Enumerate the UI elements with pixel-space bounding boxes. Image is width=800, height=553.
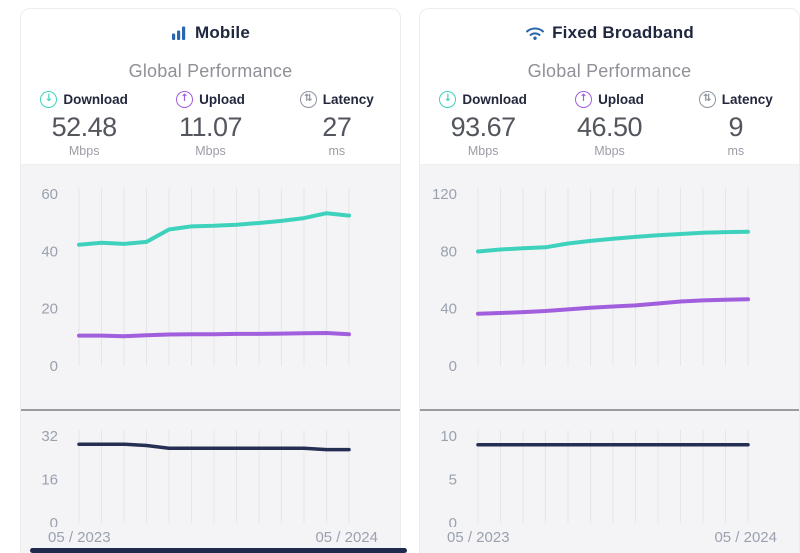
upload-icon: ↑ (176, 90, 194, 108)
download-icon: ↓ (40, 90, 58, 108)
download-line (77, 211, 351, 247)
y-tick-label: 32 (41, 428, 58, 445)
y-tick-label: 20 (41, 301, 58, 318)
upload-label: Upload (199, 91, 245, 107)
mobile-speed-chart[interactable]: 60 40 20 0 (21, 167, 400, 401)
wifi-icon (525, 25, 545, 41)
upload-icon: ↑ (575, 90, 593, 108)
y-tick-label: 80 (440, 243, 457, 260)
mobile-card: Mobile Global Performance ↓ Download 52.… (20, 8, 401, 553)
upload-value: 11.07 (178, 112, 243, 142)
y-tick-label: 0 (50, 358, 58, 375)
fixed-broadband-card-header: Fixed Broadband Global Performance ↓ Dow… (420, 9, 799, 165)
download-icon: ↓ (439, 90, 457, 108)
chart-divider (21, 409, 400, 411)
download-metric: ↓ Download 52.48 Mbps (21, 90, 147, 158)
metrics-row: ↓ Download 93.67 Mbps ↑ Upload 46.50 Mbp… (420, 90, 799, 158)
latency-unit: ms (727, 144, 745, 158)
y-tick-label: 10 (440, 428, 457, 445)
download-unit: Mbps (467, 144, 499, 158)
latency-value: 27 (322, 112, 352, 142)
upload-line (77, 331, 351, 339)
upload-label: Upload (598, 91, 644, 107)
mobile-card-title: Mobile (21, 21, 400, 45)
y-tick-label: 40 (41, 243, 58, 260)
y-tick-label: 0 (449, 515, 457, 527)
x-axis-end-label: 05 / 2024 (315, 528, 378, 546)
fixed-broadband-card: Fixed Broadband Global Performance ↓ Dow… (419, 8, 800, 553)
card-title-text: Mobile (194, 23, 251, 42)
download-metric: ↓ Download 93.67 Mbps (420, 90, 546, 158)
mobile-chart-area: 60 40 20 0 32 16 0 05 / 2023 05 / 2024 (21, 167, 400, 547)
upload-unit: Mbps (594, 144, 625, 158)
y-tick-label: 16 (41, 472, 58, 489)
mobile-latency-chart[interactable]: 32 16 0 (21, 411, 400, 527)
y-tick-label: 120 (432, 186, 457, 203)
fixed-broadband-speed-chart[interactable]: 120 80 40 0 (420, 167, 799, 401)
upload-value: 46.50 (576, 112, 643, 142)
x-axis-start-label: 05 / 2023 (447, 528, 510, 546)
global-performance-heading: Global Performance (527, 61, 692, 81)
y-tick-label: 0 (50, 515, 58, 527)
chart-canvas: 10 5 0 (440, 428, 750, 527)
global-performance-heading: Global Performance (128, 61, 293, 81)
latency-icon: ⇅ (299, 90, 317, 108)
upload-unit: Mbps (195, 144, 226, 158)
chart-canvas: 32 16 0 (41, 428, 351, 527)
latency-unit: ms (328, 144, 346, 158)
download-label: Download (462, 91, 527, 107)
y-tick-label: 5 (449, 472, 457, 489)
latency-label: Latency (322, 91, 374, 107)
fixed-broadband-card-title: Fixed Broadband (420, 21, 799, 45)
download-unit: Mbps (68, 144, 100, 158)
x-axis-labels: 05 / 2023 05 / 2024 (21, 527, 400, 547)
latency-line (77, 442, 351, 452)
latency-metric: ⇅ Latency 9 ms (673, 90, 799, 158)
fixed-broadband-chart-area: 120 80 40 0 10 5 0 05 / 2023 05 / 2024 (420, 167, 799, 547)
horizontal-scrollbar-thumb[interactable] (30, 548, 407, 553)
x-axis-start-label: 05 / 2023 (48, 528, 111, 546)
upload-metric: ↑ Upload 46.50 Mbps (546, 90, 672, 158)
download-value: 93.67 (450, 112, 517, 142)
x-axis-end-label: 05 / 2024 (714, 528, 777, 546)
y-tick-label: 60 (41, 186, 58, 203)
chart-canvas: 120 80 40 0 (432, 186, 750, 375)
y-tick-label: 40 (440, 301, 457, 318)
fixed-broadband-latency-chart[interactable]: 10 5 0 (420, 411, 799, 527)
latency-icon: ⇅ (698, 90, 716, 108)
download-label: Download (63, 91, 128, 107)
mobile-card-header: Mobile Global Performance ↓ Download 52.… (21, 9, 400, 165)
chart-divider (420, 409, 799, 411)
y-tick-label: 0 (449, 358, 457, 375)
metrics-row: ↓ Download 52.48 Mbps ↑ Upload 11.07 Mbp… (21, 90, 400, 158)
latency-metric: ⇅ Latency 27 ms (274, 90, 400, 158)
mobile-signal-bars-icon (171, 25, 188, 41)
chart-canvas: 60 40 20 0 (41, 186, 351, 375)
upload-line (476, 297, 750, 316)
upload-metric: ↑ Upload 11.07 Mbps (147, 90, 273, 158)
download-line (476, 229, 750, 254)
x-axis-labels: 05 / 2023 05 / 2024 (420, 527, 799, 547)
latency-value: 9 (728, 112, 744, 142)
download-value: 52.48 (51, 112, 118, 142)
card-title-text: Fixed Broadband (552, 23, 694, 42)
latency-label: Latency (721, 91, 773, 107)
